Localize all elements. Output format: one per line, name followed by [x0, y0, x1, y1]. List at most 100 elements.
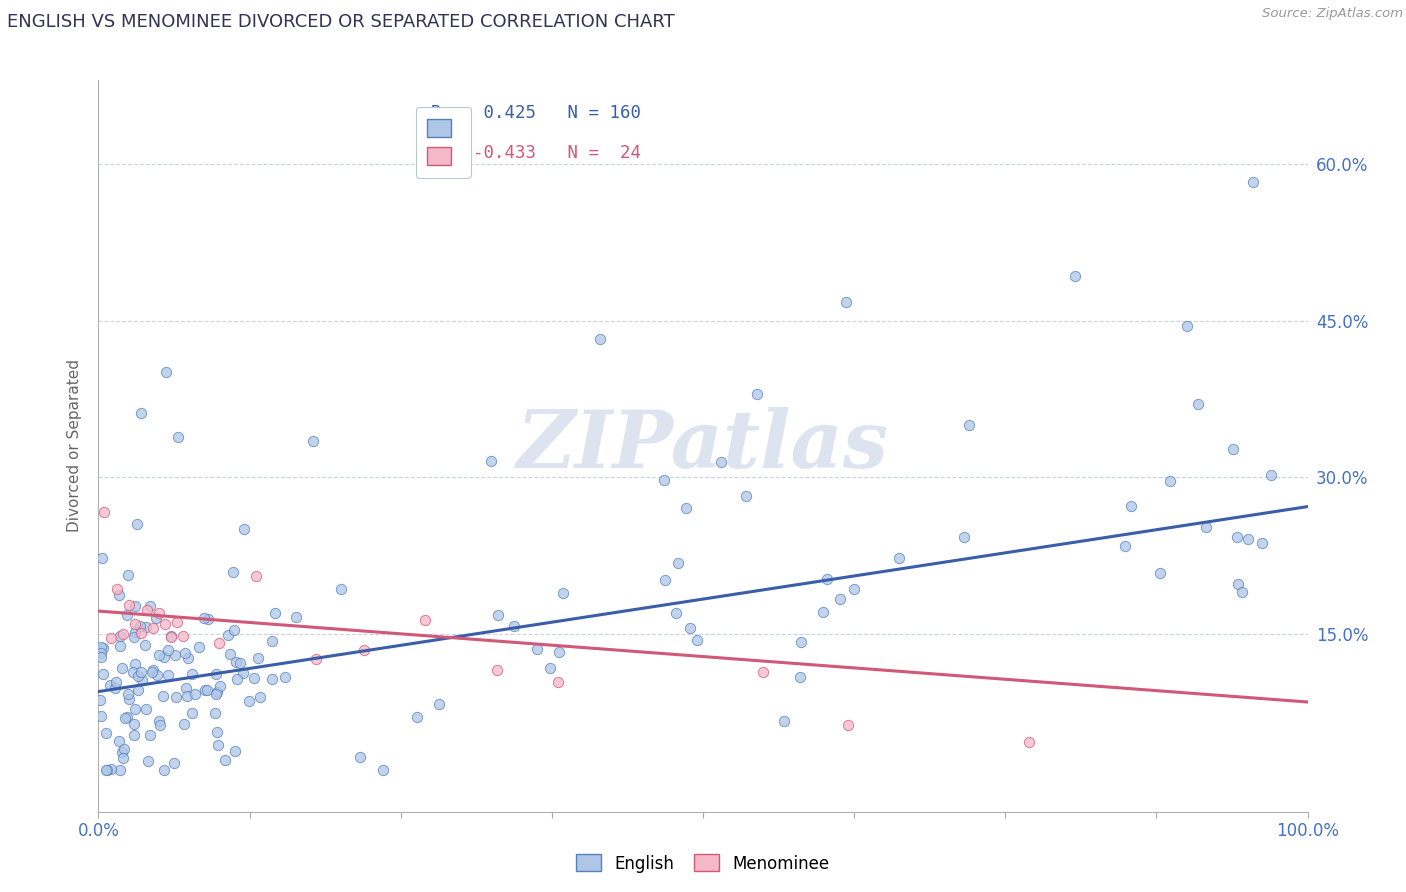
- Point: [547, 645, 569, 659]
- Point: [666, 556, 689, 570]
- Point: [117, 687, 139, 701]
- Point: [205, 687, 228, 701]
- Point: [135, 619, 157, 633]
- Point: [146, 667, 169, 681]
- Point: [486, 608, 509, 623]
- Point: [229, 656, 252, 670]
- Point: [145, 611, 167, 625]
- Point: [224, 744, 246, 758]
- Point: [96, 726, 118, 740]
- Text: Source: ZipAtlas.com: Source: ZipAtlas.com: [1263, 7, 1403, 21]
- Point: [124, 599, 146, 613]
- Point: [139, 728, 162, 742]
- Point: [124, 717, 146, 731]
- Point: [195, 683, 218, 698]
- Point: [371, 763, 394, 777]
- Point: [129, 618, 152, 632]
- Point: [131, 673, 153, 687]
- Point: [173, 646, 195, 660]
- Point: [142, 621, 165, 635]
- Point: [112, 751, 135, 765]
- Point: [353, 643, 375, 657]
- Point: [589, 333, 612, 347]
- Point: [117, 608, 139, 623]
- Point: [547, 675, 569, 690]
- Point: [108, 640, 131, 654]
- Point: [205, 667, 228, 681]
- Point: [100, 631, 122, 645]
- Point: [734, 489, 756, 503]
- Point: [834, 294, 856, 309]
- Point: [156, 668, 179, 682]
- Point: [93, 505, 115, 519]
- Point: [526, 642, 548, 657]
- Point: [152, 689, 174, 703]
- Point: [538, 661, 561, 675]
- Point: [665, 606, 688, 620]
- Point: [111, 745, 134, 759]
- Point: [406, 710, 429, 724]
- Point: [208, 636, 231, 650]
- Point: [953, 530, 976, 544]
- Point: [1232, 585, 1254, 599]
- Point: [129, 406, 152, 420]
- Point: [163, 756, 186, 771]
- Point: [815, 572, 838, 586]
- Point: [129, 626, 152, 640]
- Point: [205, 685, 228, 699]
- Point: [148, 606, 170, 620]
- Point: [837, 718, 859, 732]
- Point: [188, 640, 211, 655]
- Point: [197, 611, 219, 625]
- Point: [1187, 396, 1209, 410]
- Point: [111, 627, 134, 641]
- Point: [221, 565, 243, 579]
- Point: [141, 665, 163, 679]
- Point: [105, 675, 128, 690]
- Point: [479, 454, 502, 468]
- Point: [108, 629, 131, 643]
- Point: [110, 763, 132, 777]
- Point: [678, 621, 700, 635]
- Point: [789, 669, 811, 683]
- Point: [153, 650, 176, 665]
- Point: [90, 649, 112, 664]
- Point: [91, 640, 114, 655]
- Point: [747, 386, 769, 401]
- Point: [96, 763, 118, 777]
- Point: [122, 728, 145, 742]
- Point: [686, 633, 709, 648]
- Point: [94, 763, 117, 777]
- Point: [551, 586, 574, 600]
- Point: [125, 516, 148, 531]
- Point: [124, 702, 146, 716]
- Legend: , : ,: [416, 107, 471, 178]
- Point: [174, 681, 197, 695]
- Point: [305, 652, 328, 666]
- Point: [1250, 536, 1272, 550]
- Point: [135, 602, 157, 616]
- Point: [90, 551, 112, 566]
- Point: [111, 661, 134, 675]
- Point: [153, 763, 176, 777]
- Point: [226, 673, 249, 687]
- Point: [165, 690, 187, 705]
- Point: [232, 665, 254, 680]
- Point: [830, 591, 852, 606]
- Point: [139, 599, 162, 613]
- Point: [427, 697, 450, 711]
- Point: [675, 501, 697, 516]
- Point: [173, 717, 195, 731]
- Legend: English, Menominee: English, Menominee: [569, 847, 837, 880]
- Point: [710, 454, 733, 468]
- Point: [117, 567, 139, 582]
- Point: [1227, 576, 1250, 591]
- Point: [180, 667, 202, 681]
- Point: [654, 574, 676, 588]
- Point: [160, 631, 183, 645]
- Point: [1114, 540, 1136, 554]
- Point: [121, 665, 143, 679]
- Point: [262, 672, 284, 686]
- Point: [108, 734, 131, 748]
- Point: [105, 582, 128, 597]
